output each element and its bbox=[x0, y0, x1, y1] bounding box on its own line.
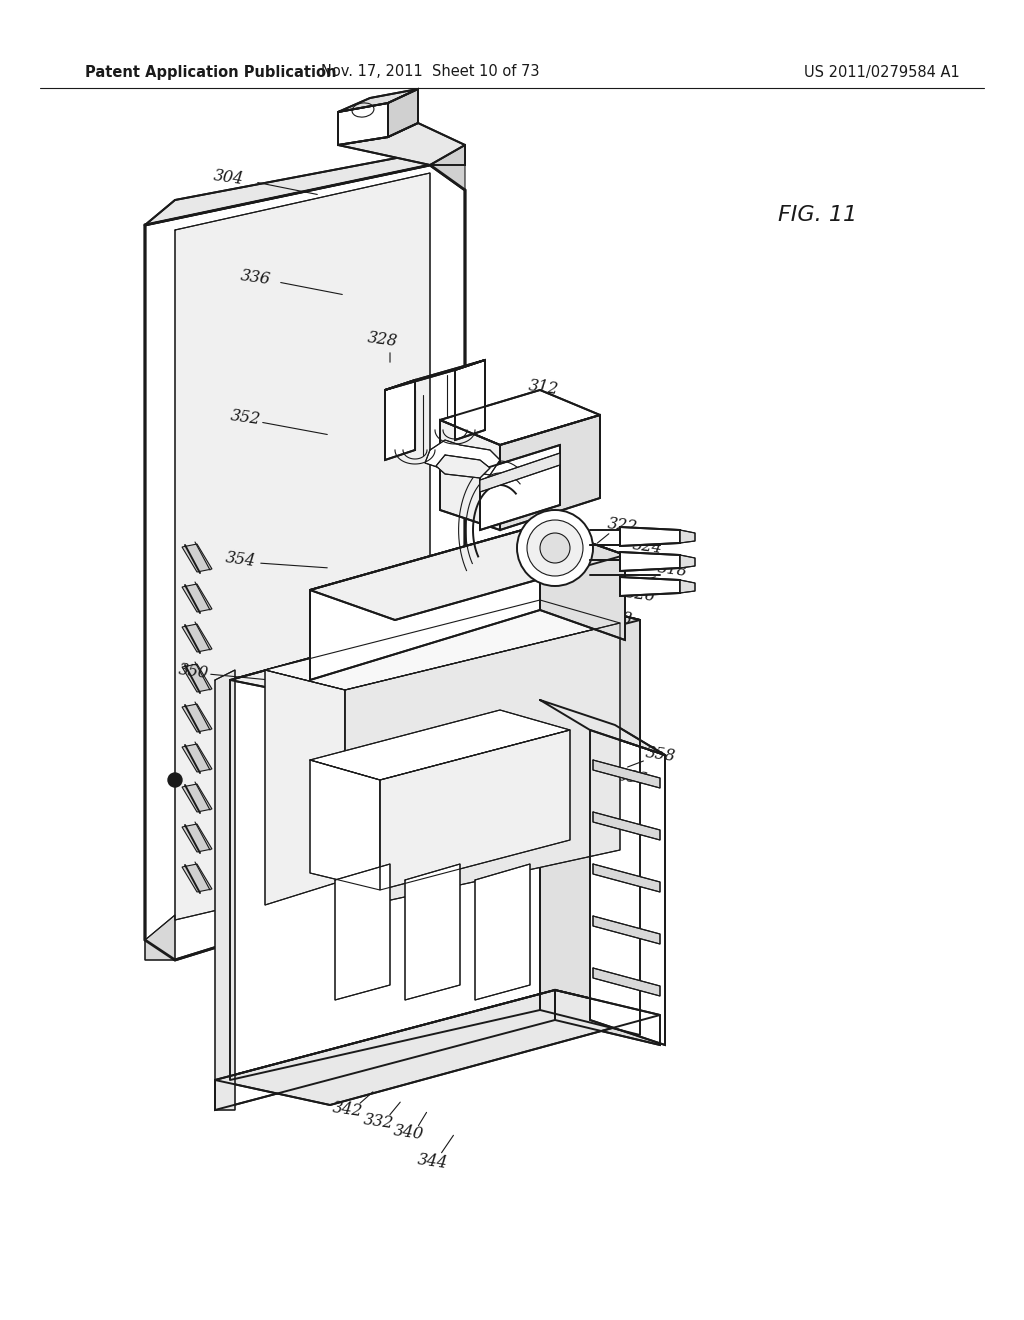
Text: 356: 356 bbox=[615, 767, 648, 788]
Circle shape bbox=[517, 510, 593, 586]
Polygon shape bbox=[540, 700, 665, 755]
Polygon shape bbox=[182, 544, 212, 572]
Text: 322: 322 bbox=[606, 516, 638, 536]
Polygon shape bbox=[215, 990, 555, 1110]
Text: 324: 324 bbox=[631, 536, 664, 557]
Text: 326: 326 bbox=[624, 585, 656, 606]
Text: 346: 346 bbox=[551, 420, 584, 441]
Polygon shape bbox=[455, 360, 485, 440]
Polygon shape bbox=[436, 455, 490, 478]
Polygon shape bbox=[480, 453, 560, 492]
Polygon shape bbox=[310, 525, 625, 620]
Polygon shape bbox=[338, 123, 465, 165]
Text: 344: 344 bbox=[416, 1151, 449, 1172]
Circle shape bbox=[540, 533, 570, 564]
Text: 342: 342 bbox=[331, 1100, 364, 1121]
Polygon shape bbox=[680, 579, 695, 593]
Text: 358: 358 bbox=[644, 744, 676, 766]
Text: 340: 340 bbox=[392, 1122, 424, 1143]
Polygon shape bbox=[440, 420, 500, 531]
Text: 328: 328 bbox=[366, 330, 398, 351]
Circle shape bbox=[168, 774, 182, 787]
Polygon shape bbox=[230, 595, 540, 1080]
Polygon shape bbox=[620, 552, 680, 572]
Polygon shape bbox=[182, 624, 212, 652]
Text: 330: 330 bbox=[526, 400, 559, 421]
Polygon shape bbox=[440, 389, 600, 445]
Text: 312: 312 bbox=[526, 378, 559, 399]
Polygon shape bbox=[620, 527, 680, 546]
Polygon shape bbox=[345, 623, 620, 909]
Polygon shape bbox=[500, 414, 600, 531]
Polygon shape bbox=[145, 145, 465, 224]
Text: 350: 350 bbox=[177, 661, 209, 682]
Polygon shape bbox=[182, 664, 212, 692]
Polygon shape bbox=[182, 704, 212, 733]
Polygon shape bbox=[182, 824, 212, 851]
Polygon shape bbox=[388, 88, 418, 137]
Polygon shape bbox=[593, 916, 660, 944]
Polygon shape bbox=[265, 671, 345, 906]
Text: Patent Application Publication: Patent Application Publication bbox=[85, 65, 337, 79]
Polygon shape bbox=[182, 784, 212, 812]
Polygon shape bbox=[310, 525, 540, 680]
Polygon shape bbox=[385, 380, 415, 459]
Polygon shape bbox=[593, 812, 660, 840]
Polygon shape bbox=[182, 583, 212, 612]
Polygon shape bbox=[182, 744, 212, 772]
Polygon shape bbox=[175, 173, 430, 920]
Polygon shape bbox=[590, 730, 665, 1045]
Polygon shape bbox=[145, 165, 465, 960]
Polygon shape bbox=[338, 103, 388, 145]
Text: 354: 354 bbox=[224, 549, 256, 570]
Polygon shape bbox=[385, 360, 485, 389]
Text: 318: 318 bbox=[655, 560, 688, 581]
Polygon shape bbox=[475, 865, 530, 1001]
Text: FIG. 11: FIG. 11 bbox=[778, 205, 857, 224]
Polygon shape bbox=[215, 990, 660, 1105]
Polygon shape bbox=[593, 865, 660, 892]
Polygon shape bbox=[540, 595, 640, 1035]
Polygon shape bbox=[338, 88, 418, 112]
Text: 304: 304 bbox=[212, 168, 244, 189]
Text: 352: 352 bbox=[228, 408, 261, 429]
Polygon shape bbox=[310, 710, 570, 780]
Polygon shape bbox=[182, 865, 212, 892]
Text: US 2011/0279584 A1: US 2011/0279584 A1 bbox=[804, 65, 961, 79]
Polygon shape bbox=[555, 990, 660, 1045]
Polygon shape bbox=[593, 760, 660, 788]
Polygon shape bbox=[620, 577, 680, 597]
Polygon shape bbox=[145, 915, 175, 960]
Polygon shape bbox=[380, 730, 570, 890]
Text: 336: 336 bbox=[239, 268, 271, 289]
Polygon shape bbox=[540, 525, 625, 640]
Polygon shape bbox=[335, 865, 390, 1001]
Text: 318: 318 bbox=[601, 607, 633, 628]
Polygon shape bbox=[593, 968, 660, 997]
Polygon shape bbox=[680, 554, 695, 568]
Polygon shape bbox=[230, 595, 640, 700]
Polygon shape bbox=[680, 531, 695, 543]
Polygon shape bbox=[430, 145, 465, 190]
Polygon shape bbox=[265, 601, 620, 690]
Text: 332: 332 bbox=[361, 1111, 394, 1133]
Polygon shape bbox=[480, 445, 560, 531]
Polygon shape bbox=[310, 760, 380, 890]
Circle shape bbox=[527, 520, 583, 576]
Polygon shape bbox=[215, 671, 234, 1110]
Polygon shape bbox=[425, 440, 500, 475]
Text: Nov. 17, 2011  Sheet 10 of 73: Nov. 17, 2011 Sheet 10 of 73 bbox=[321, 65, 540, 79]
Polygon shape bbox=[406, 865, 460, 1001]
